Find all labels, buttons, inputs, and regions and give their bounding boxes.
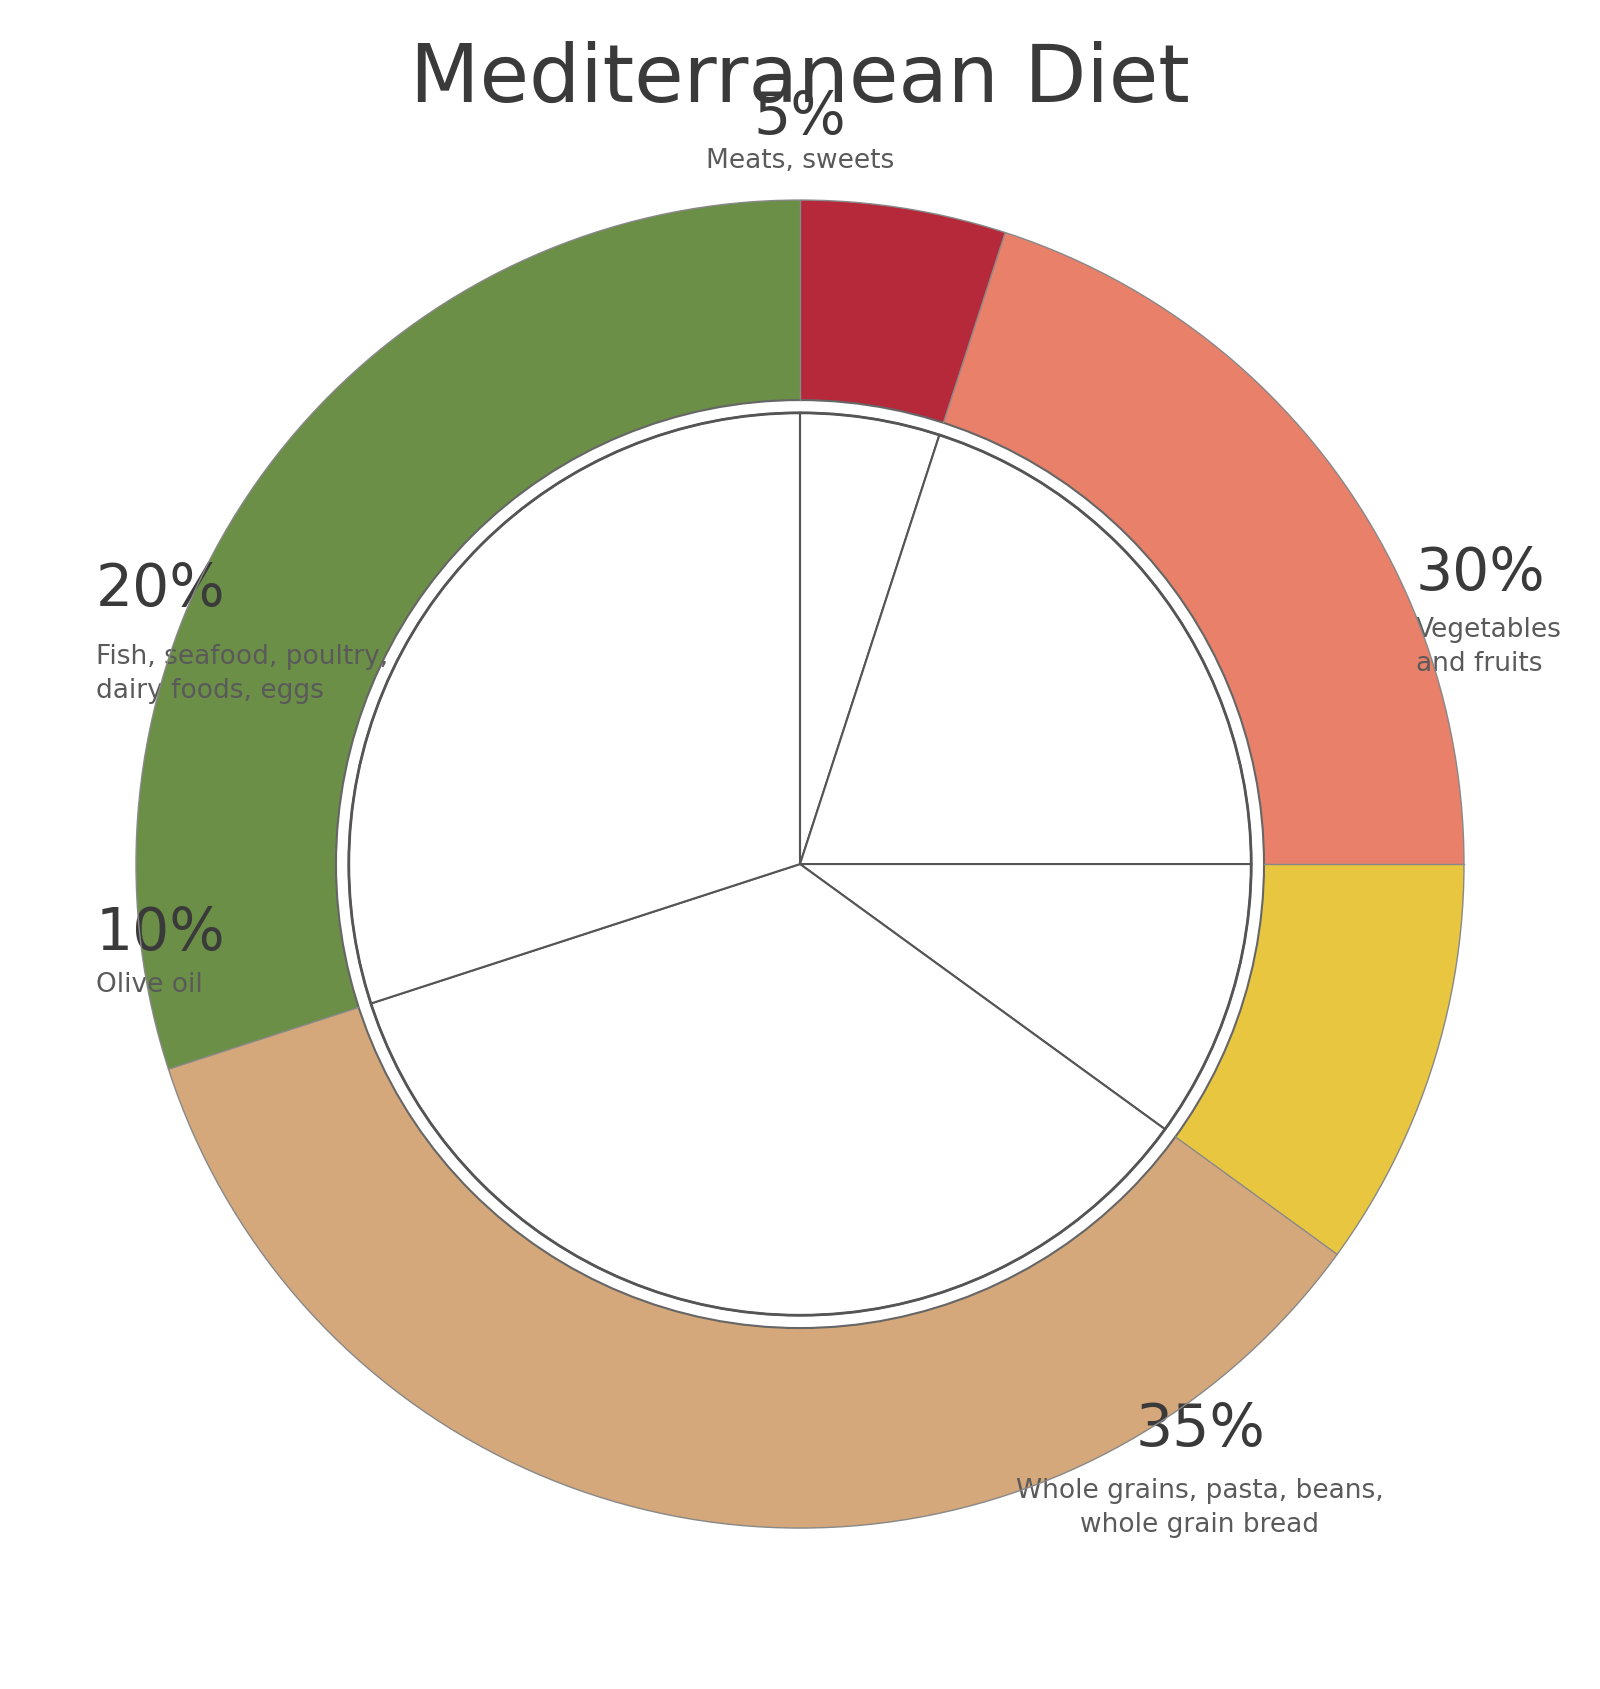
Circle shape xyxy=(346,410,1254,1319)
Text: Vegetables
and fruits: Vegetables and fruits xyxy=(1416,616,1562,677)
Wedge shape xyxy=(800,201,1005,424)
Wedge shape xyxy=(168,1008,1338,1529)
Wedge shape xyxy=(349,414,800,1003)
Wedge shape xyxy=(371,865,1165,1316)
Text: 10%: 10% xyxy=(96,905,226,961)
Text: 20%: 20% xyxy=(96,561,226,618)
Wedge shape xyxy=(800,414,939,865)
Wedge shape xyxy=(136,201,800,1069)
Wedge shape xyxy=(1176,865,1464,1255)
Text: 5%: 5% xyxy=(754,90,846,145)
Text: Meats, sweets: Meats, sweets xyxy=(706,149,894,174)
Text: 30%: 30% xyxy=(1416,546,1546,601)
Wedge shape xyxy=(944,233,1464,865)
Text: Fish, seafood, poultry,
dairy foods, eggs: Fish, seafood, poultry, dairy foods, egg… xyxy=(96,644,389,704)
Text: Olive oil: Olive oil xyxy=(96,971,203,998)
Text: Mediterranean Diet: Mediterranean Diet xyxy=(410,41,1190,118)
Text: Whole grains, pasta, beans,
whole grain bread: Whole grains, pasta, beans, whole grain … xyxy=(1016,1476,1384,1537)
Text: 35%: 35% xyxy=(1134,1400,1266,1458)
Wedge shape xyxy=(800,436,1251,865)
Wedge shape xyxy=(800,865,1251,1130)
Text: ID 167469137 © Nina  Pyankova: ID 167469137 © Nina Pyankova xyxy=(1256,1640,1576,1659)
Text: dreamstime.com: dreamstime.com xyxy=(24,1640,189,1659)
